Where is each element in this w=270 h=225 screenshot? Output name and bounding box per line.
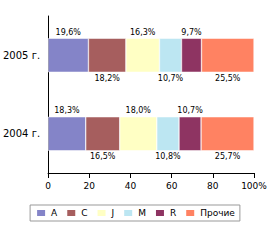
svg-text:9,7%: 9,7% — [181, 28, 202, 37]
svg-text:J: J — [111, 208, 115, 218]
svg-text:18,2%: 18,2% — [94, 74, 120, 83]
svg-text:80: 80 — [207, 181, 219, 191]
svg-text:2005 г.: 2005 г. — [3, 50, 40, 61]
svg-text:10,8%: 10,8% — [155, 152, 181, 161]
svg-text:25,5%: 25,5% — [215, 74, 241, 83]
svg-text:Прочие: Прочие — [200, 208, 235, 218]
svg-text:19,6%: 19,6% — [56, 28, 82, 37]
svg-text:16,5%: 16,5% — [90, 152, 116, 161]
svg-text:M: M — [138, 208, 146, 218]
svg-text:C: C — [81, 208, 87, 218]
svg-text:10,7%: 10,7% — [158, 74, 184, 83]
svg-text:18,0%: 18,0% — [126, 106, 152, 115]
svg-text:20: 20 — [84, 181, 96, 191]
svg-text:16,3%: 16,3% — [130, 28, 156, 37]
svg-text:40: 40 — [125, 181, 137, 191]
svg-text:10,7%: 10,7% — [177, 106, 203, 115]
svg-text:100%: 100% — [241, 181, 267, 191]
svg-text:R: R — [170, 208, 176, 218]
svg-text:2004 г.: 2004 г. — [3, 128, 40, 139]
svg-text:25,7%: 25,7% — [215, 152, 241, 161]
svg-text:A: A — [51, 208, 58, 218]
svg-text:18,3%: 18,3% — [54, 106, 80, 115]
svg-text:60: 60 — [166, 181, 178, 191]
svg-text:0: 0 — [45, 181, 51, 191]
